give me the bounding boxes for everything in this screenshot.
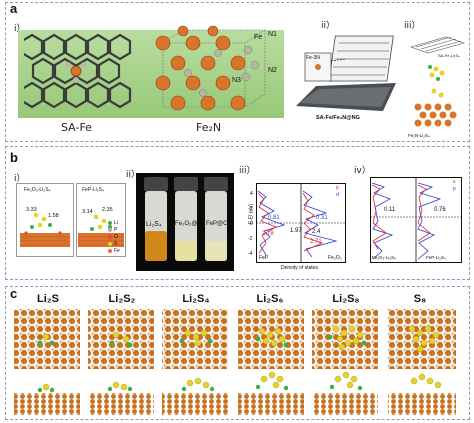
b-i-atoms xyxy=(20,212,124,247)
panel-a: a i） ii） iii） SA-Fe xyxy=(5,1,470,142)
b-i-legend-dots xyxy=(108,221,112,253)
dos-iii-ytick-1: 2 xyxy=(250,206,253,212)
b-i-val-4: 2.35 xyxy=(102,207,113,213)
b-i-val-2: 1.58 xyxy=(48,213,59,219)
sa-fe-caption: SA-Fe xyxy=(61,121,92,134)
atom-label-fe: Fe xyxy=(254,34,263,41)
legend-p: P xyxy=(114,227,118,233)
ii-inset-label: Fe-3N xyxy=(306,55,320,61)
panel-b-iii-label: iii） xyxy=(239,166,256,176)
fe2o3-li2s4-title: Fe₂O₃-Li₂S₄ xyxy=(24,187,51,193)
panel-a-i-label: i） xyxy=(14,24,26,34)
sa-fe-lattice xyxy=(24,33,132,109)
dos-iii-ytick-0: 4 xyxy=(250,191,253,197)
side-view-row xyxy=(14,393,456,415)
b-i-val-1: 3.33 xyxy=(26,207,37,213)
panel-a-ii-label: ii） xyxy=(321,21,336,31)
sa-fe-fe2n-ng-render xyxy=(296,35,396,111)
legend-o: O xyxy=(114,234,118,240)
column-title-li2s6: Li₂S₆ xyxy=(256,293,284,305)
iii-bottom-label: Fe₂N-Li₂S₄ xyxy=(408,133,430,138)
adsorption-models xyxy=(410,36,466,127)
panel-a-label: a xyxy=(10,1,18,16)
dos-iii-ytick-2: 0 xyxy=(250,221,253,227)
atom-label-n2: N2 xyxy=(268,67,277,74)
fep-li2s4-title: FeP-Li₂S₄ xyxy=(82,187,105,193)
column-title-s8: S₈ xyxy=(413,293,427,305)
dos-iii-val-1: 0.81 xyxy=(268,215,280,221)
vial-label-fepc: FeP@C xyxy=(206,221,228,227)
dos-iii-val-3: 2.78 xyxy=(262,231,274,237)
iii-top-label: SA-Fe-Li₂S₄ xyxy=(438,53,460,58)
panel-b-i-label: i） xyxy=(14,174,26,184)
dos-iii-val-5: 2.4 xyxy=(312,229,321,235)
panel-c-structures xyxy=(14,309,456,415)
panel-b-label: b xyxy=(10,150,18,165)
dos-iii-ytick-4: -4 xyxy=(248,251,253,257)
atom-label-n1: N1 xyxy=(268,31,277,38)
fe2n-crystal xyxy=(155,25,267,111)
dos-iii-legend-p: p xyxy=(336,185,339,191)
dos-iv-legend-p: p xyxy=(453,186,456,192)
panel-b-iv-label: iv） xyxy=(354,166,371,176)
panel-b: b i） ii） iii） iv） Fe₂O₃-Li₂S₄ FeP-Li₂S₄ … xyxy=(5,146,470,280)
panel-c: c Li₂S Li₂S₂ Li₂S₄ Li₂S₆ Li₂S₈ S₈ xyxy=(5,286,470,420)
dos-iv-curves xyxy=(370,177,462,263)
dos-iii-legend-d: d xyxy=(336,192,339,198)
column-title-li2s4: Li₂S₄ xyxy=(182,293,210,305)
panel-b-ii-label: ii） xyxy=(126,170,141,180)
dos-iv-bottom-left: Fe₂O₃-Li₂S₄ xyxy=(372,255,396,260)
panel-c-label: c xyxy=(10,286,18,301)
b-i-val-3: 3.14 xyxy=(82,209,93,215)
dos-iii-val-6: 2.71 xyxy=(310,239,322,245)
atom-label-n3: N3 xyxy=(232,77,241,84)
ii-caption: SA-Fe/Fe₂N@NG xyxy=(316,115,360,121)
vials xyxy=(144,177,228,261)
legend-fe: Fe xyxy=(114,248,120,254)
dos-iv-bottom-right: FeP-Li₂S₄ xyxy=(426,255,446,260)
dos-iii-ytick-3: -2 xyxy=(248,236,253,242)
column-title-li2s2: Li₂S₂ xyxy=(108,293,136,305)
dos-iv-val-1: 0.11 xyxy=(384,207,396,213)
fe2n-caption: Fe₂N xyxy=(196,121,222,134)
vial-label-fe2o3c: Fe₂O₃@C xyxy=(175,221,202,227)
dos-iv-legend-s: s xyxy=(453,179,456,185)
dos-iii-bottom-left: FeP xyxy=(259,255,269,261)
dos-iv-val-2: 0.76 xyxy=(434,207,446,213)
column-title-li2s: Li₂S xyxy=(37,293,59,305)
dos-iii-val-2: 1.97 xyxy=(290,228,302,234)
top-view-row xyxy=(14,309,456,369)
dos-iii-val-4: 0.31 xyxy=(316,215,328,221)
dos-iii-bottom-right: Fe₂O₃ xyxy=(328,255,342,261)
dos-iii-xlabel: Density of states xyxy=(281,265,318,271)
dos-iii-curves xyxy=(256,183,346,263)
panel-a-iii-label: iii） xyxy=(404,21,421,31)
legend-s: S xyxy=(114,241,118,247)
column-title-li2s8: Li₂S₈ xyxy=(332,293,360,305)
vial-label-li2s4: Li₂S₄ xyxy=(146,221,162,228)
legend-li: Li xyxy=(114,220,118,226)
